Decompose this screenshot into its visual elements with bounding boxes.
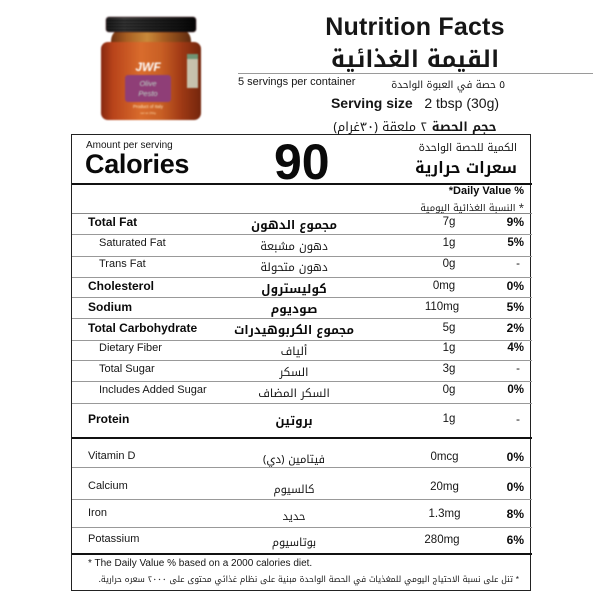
svg-text:Olive: Olive bbox=[139, 79, 156, 88]
svg-text:JWF: JWF bbox=[135, 60, 161, 74]
svg-text:net wt 250g: net wt 250g bbox=[140, 111, 156, 115]
svg-text:Product of Italy: Product of Italy bbox=[133, 104, 164, 109]
svg-text:Pesto: Pesto bbox=[138, 89, 157, 98]
